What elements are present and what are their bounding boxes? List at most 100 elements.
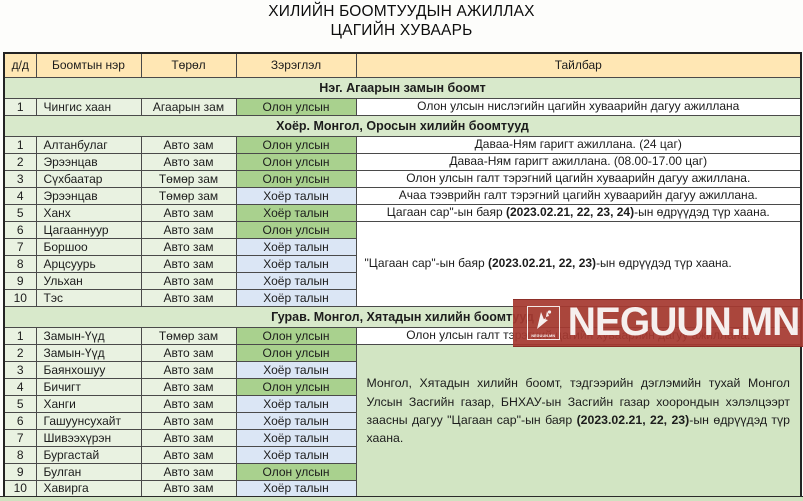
cell-name: Арцсуурь [35, 254, 142, 273]
table-row: 2 Эрээнцав Авто зам Олон улсын Даваа-Ням гар… [3, 152, 802, 171]
neguun-watermark: NEGUUN.MN NEGUUN.MN [513, 299, 803, 347]
cell-comment: Олон улсын галт тэрэгний цагийн хуваарий… [355, 169, 802, 188]
cell-type: Агаарын зам [140, 97, 237, 116]
column-header: Зэрэглэл [235, 52, 357, 78]
cell-class: Хоёр талын [235, 186, 357, 205]
table-row: 9 Булган Авто зам Олон улсын [3, 462, 801, 481]
comment-text: -ын өдрүүдэд түр хаана. [634, 205, 770, 219]
comment-text: Даваа-Ням гаригт ажиллана. (08.00-17.00 … [449, 154, 708, 168]
cell-class: Олон улсын [235, 343, 357, 362]
cell-no: 1 [3, 135, 37, 154]
table-body: д/д Боомтын нэр Төрөл Зэрэглэл Тайлбар Нэг. А… [3, 52, 802, 498]
cell-type: Авто зам [140, 343, 237, 362]
cell-type: Авто зам [140, 135, 237, 154]
cell-comment: Цагаан сар"-ын баяр (2023.02.21, 22, 23,… [355, 203, 802, 222]
page-title: ХИЛИЙН БООМТУУДЫН АЖИЛЛАХ ЦАГИЙН ХУВААРЬ [0, 2, 803, 40]
table-row: 3 Сүхбаатар Төмөр зам Олон улсын Олон улсын … [3, 169, 802, 188]
section-header: Хоёр. Монгол, Оросын хилийн боомтууд [3, 114, 802, 137]
cell-name: Замын-Үүд [35, 343, 142, 362]
comment-text: -ын өдрүүдэд түр хаана. [596, 256, 732, 270]
cell-name: Бургастай [35, 445, 142, 464]
page-title-line1: ХИЛИЙН БООМТУУДЫН АЖИЛЛАХ [268, 3, 535, 20]
column-header-row: д/д Боомтын нэр Төрөл Зэрэглэл Тайлбар [3, 52, 802, 78]
cell-name: Сүхбаатар [35, 169, 142, 188]
comment-text: "Цагаан сар"-ын баяр [364, 256, 488, 270]
cell-name: Хавирга [35, 479, 142, 498]
cell-name: Цагааннуур [35, 220, 142, 239]
comment-text: Даваа-Ням гаригт ажиллана. (24 цаг) [474, 137, 682, 151]
cell-no: 5 [3, 394, 37, 413]
cell-name: Эрээнцав [35, 186, 142, 205]
cell-class: Олон улсын [235, 169, 357, 188]
table-row: 2 Замын-Үүд Авто зам Олон улсын Монгол, Хята… [3, 343, 802, 498]
cell-no: 8 [3, 445, 37, 464]
cell-class: Олон улсын [235, 377, 357, 396]
cell-class: Хоёр талын [235, 411, 357, 430]
cell-class: Олон улсын [235, 220, 357, 239]
cell-name: Боршоо [35, 237, 142, 256]
cell-comment: Монгол, Хятадын хилийн боомт, тэдгээрийн… [355, 343, 802, 498]
cell-name: Бичигт [35, 377, 142, 396]
comment-text: Ачаа тээврийн галт тэрэгний цагийн хуваа… [398, 188, 758, 202]
comment-date-bold: (2023.02.21, 22, 23) [487, 256, 597, 270]
cell-name: Гашуунсухайт [35, 411, 142, 430]
cell-type: Авто зам [140, 462, 237, 481]
cell-no: 2 [3, 343, 37, 362]
cell-type: Авто зам [140, 271, 237, 290]
table-row: 6 Гашуунсухайт Авто зам Хоёр талын [3, 411, 801, 430]
cell-class: Хоёр талын [235, 445, 357, 464]
comment-text: Олон улсын нислэгийн цагийн хуваарийн да… [417, 99, 740, 113]
table-row: 1 Чингис хаан Агаарын зам Олон улсын Олон ул… [3, 97, 802, 116]
neguun-logo-icon: NEGUUN.MN [527, 306, 560, 340]
section-header-row: Нэг. Агаарын замын боомт [3, 76, 802, 99]
cell-type: Авто зам [140, 411, 237, 430]
cell-name: Баянхошуу [35, 360, 142, 379]
comment-date-bold: (2023.02.21, 22, 23) [576, 413, 690, 428]
column-header: д/д [3, 52, 37, 78]
cell-class: Хоёр талын [235, 254, 357, 273]
cell-no: 3 [3, 360, 37, 379]
comment-date-bold: (2023.02.21, 22, 23, 24) [505, 205, 635, 219]
table-row: 6 Цагааннуур Авто зам Олон улсын "Цагаан сар… [3, 220, 802, 307]
cell-no: 5 [3, 203, 37, 222]
cell-no: 4 [3, 377, 37, 396]
table-row: 4 Эрээнцав Төмөр зам Хоёр талын Ачаа тээврий… [3, 186, 802, 205]
cell-name: Ханги [35, 394, 142, 413]
cell-class: Хоёр талын [235, 237, 357, 256]
cell-type: Авто зам [140, 152, 237, 171]
cell-no: 6 [3, 220, 37, 239]
cell-type: Авто зам [140, 220, 237, 239]
neguun-logo-text: NEGUUN.MN [531, 333, 556, 338]
comment-text: -ын өдрүүдэд түр хаана. [366, 413, 791, 446]
table-row: 5 Ханги Авто зам Хоёр талын [3, 394, 801, 413]
cell-class: Олон улсын [235, 462, 357, 481]
cell-no: 7 [3, 428, 37, 447]
cell-name: Булган [35, 462, 142, 481]
cell-class: Олон улсын [235, 97, 357, 116]
table-row: 5 Ханх Авто зам Хоёр талын Цагаан сар"-ын ба… [3, 203, 802, 222]
cell-class: Хоёр талын [235, 394, 357, 413]
comment-text: Олон улсын галт тэрэгний цагийн хуваарий… [406, 171, 751, 185]
cell-type: Төмөр зам [140, 186, 237, 205]
cell-type: Авто зам [140, 288, 237, 307]
cell-type: Авто зам [140, 360, 237, 379]
cell-no: 1 [3, 326, 37, 345]
comment-text: Цагаан сар"-ын баяр [386, 205, 506, 219]
schedule-table-container: д/д Боомтын нэр Төрөл Зэрэглэл Тайлбар Нэг. А… [3, 52, 802, 498]
cell-class: Хоёр талын [235, 271, 357, 290]
cell-type: Авто зам [140, 377, 237, 396]
cell-no: 1 [3, 97, 37, 116]
cell-no: 2 [3, 152, 37, 171]
cell-no: 10 [3, 288, 37, 307]
cell-class: Олон улсын [235, 326, 357, 345]
cell-type: Авто зам [140, 203, 237, 222]
cell-comment: "Цагаан сар"-ын баяр (2023.02.21, 22, 23… [355, 220, 802, 307]
cell-class: Олон улсын [235, 135, 357, 154]
cell-name: Ханх [35, 203, 142, 222]
section-header: Нэг. Агаарын замын боомт [3, 76, 802, 99]
cell-type: Төмөр зам [140, 326, 237, 345]
cell-comment: Даваа-Ням гаригт ажиллана. (08.00-17.00 … [355, 152, 802, 171]
cell-no: 10 [3, 479, 37, 498]
cell-type: Авто зам [140, 428, 237, 447]
cell-no: 6 [3, 411, 37, 430]
